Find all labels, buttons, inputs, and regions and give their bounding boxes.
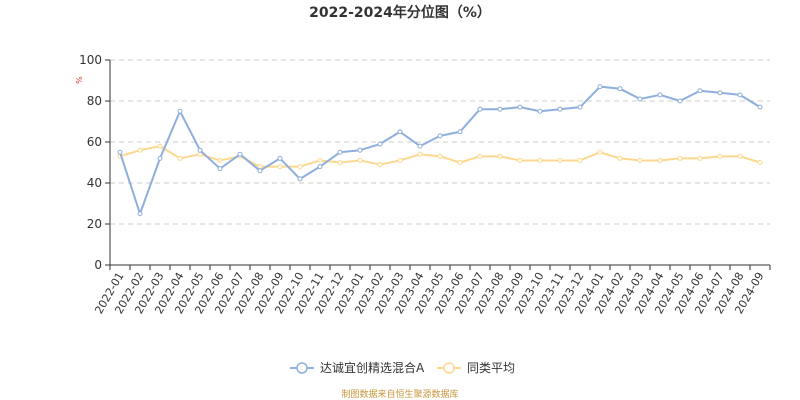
legend-item-0[interactable]: 达诚宜创精选混合A bbox=[290, 360, 425, 375]
legend-label: 达诚宜创精选混合A bbox=[320, 360, 425, 375]
x-axis-ticks: 2022-012022-022022-032022-042022-052022-… bbox=[92, 270, 766, 316]
data-point[interactable] bbox=[397, 157, 403, 163]
data-point[interactable] bbox=[657, 92, 663, 98]
data-point[interactable] bbox=[737, 92, 743, 98]
data-point[interactable] bbox=[677, 98, 683, 104]
data-point[interactable] bbox=[757, 104, 763, 110]
data-point[interactable] bbox=[357, 157, 363, 163]
data-point[interactable] bbox=[257, 168, 263, 174]
data-point[interactable] bbox=[217, 157, 223, 163]
data-point[interactable] bbox=[737, 153, 743, 159]
grid-lines bbox=[110, 59, 770, 225]
data-point[interactable] bbox=[277, 155, 283, 161]
legend-label: 同类平均 bbox=[467, 361, 515, 375]
data-point[interactable] bbox=[417, 151, 423, 157]
series-0 bbox=[117, 84, 763, 217]
y-tick-label: 20 bbox=[87, 217, 102, 231]
data-point[interactable] bbox=[297, 176, 303, 182]
data-point[interactable] bbox=[157, 155, 163, 161]
data-point[interactable] bbox=[697, 155, 703, 161]
data-point[interactable] bbox=[697, 88, 703, 94]
y-axis-unit: % bbox=[75, 76, 84, 84]
data-point[interactable] bbox=[417, 143, 423, 149]
data-point[interactable] bbox=[257, 164, 263, 170]
data-point[interactable] bbox=[537, 108, 543, 114]
data-point[interactable] bbox=[317, 164, 323, 170]
y-tick-label: 40 bbox=[87, 176, 102, 190]
data-point[interactable] bbox=[177, 108, 183, 114]
data-point[interactable] bbox=[617, 86, 623, 92]
legend-item-1[interactable]: 同类平均 bbox=[437, 361, 515, 375]
y-tick-label: 60 bbox=[87, 135, 102, 149]
data-point[interactable] bbox=[377, 141, 383, 147]
legend-swatch-marker bbox=[296, 362, 308, 374]
data-point[interactable] bbox=[757, 160, 763, 165]
data-point[interactable] bbox=[397, 129, 403, 135]
y-tick-label: 0 bbox=[94, 258, 102, 272]
data-point[interactable] bbox=[157, 143, 163, 149]
series-line bbox=[119, 85, 761, 215]
data-point[interactable] bbox=[477, 106, 483, 112]
data-point[interactable] bbox=[637, 157, 643, 163]
data-point[interactable] bbox=[557, 157, 563, 163]
data-point[interactable] bbox=[337, 160, 343, 165]
data-point[interactable] bbox=[577, 157, 583, 163]
axes bbox=[105, 59, 771, 270]
data-point[interactable] bbox=[577, 104, 583, 110]
data-point[interactable] bbox=[357, 147, 363, 153]
data-point[interactable] bbox=[497, 153, 503, 159]
data-point[interactable] bbox=[117, 149, 123, 155]
data-point[interactable] bbox=[537, 157, 543, 163]
data-point[interactable] bbox=[317, 157, 323, 163]
chart-title: 2022-2024年分位图（%） bbox=[309, 4, 491, 21]
data-point[interactable] bbox=[597, 84, 603, 90]
data-point[interactable] bbox=[137, 147, 143, 153]
data-point[interactable] bbox=[177, 155, 183, 161]
data-point[interactable] bbox=[377, 162, 383, 168]
data-point[interactable] bbox=[677, 155, 683, 161]
data-point[interactable] bbox=[717, 153, 723, 159]
data-point[interactable] bbox=[497, 106, 503, 112]
y-tick-label: 80 bbox=[87, 94, 102, 108]
data-point[interactable] bbox=[197, 151, 203, 157]
data-point[interactable] bbox=[557, 106, 563, 112]
data-point[interactable] bbox=[517, 104, 523, 110]
data-point[interactable] bbox=[517, 157, 523, 163]
data-point[interactable] bbox=[457, 129, 463, 135]
data-point[interactable] bbox=[137, 211, 143, 217]
data-point[interactable] bbox=[617, 155, 623, 161]
data-point[interactable] bbox=[337, 149, 343, 155]
data-point[interactable] bbox=[637, 96, 643, 102]
data-point[interactable] bbox=[457, 160, 463, 165]
y-axis-ticks: 0 20 40 60 80 100 bbox=[79, 53, 102, 272]
data-point[interactable] bbox=[477, 153, 483, 159]
data-point[interactable] bbox=[277, 164, 283, 170]
data-source-note: 制图数据来自恒生聚源数据库 bbox=[341, 388, 458, 400]
legend-swatch-marker bbox=[443, 362, 455, 374]
data-point[interactable] bbox=[197, 147, 203, 153]
data-point[interactable] bbox=[437, 153, 443, 159]
data-point[interactable] bbox=[237, 151, 243, 157]
data-point[interactable] bbox=[437, 133, 443, 139]
legend[interactable]: 达诚宜创精选混合A 同类平均 bbox=[290, 360, 515, 375]
data-point[interactable] bbox=[657, 157, 663, 163]
series-1 bbox=[117, 143, 763, 170]
data-point[interactable] bbox=[217, 166, 223, 172]
data-point[interactable] bbox=[597, 149, 603, 155]
data-point[interactable] bbox=[717, 90, 723, 96]
y-tick-label: 100 bbox=[79, 53, 102, 67]
series-lines bbox=[117, 84, 763, 217]
data-point[interactable] bbox=[297, 164, 303, 170]
